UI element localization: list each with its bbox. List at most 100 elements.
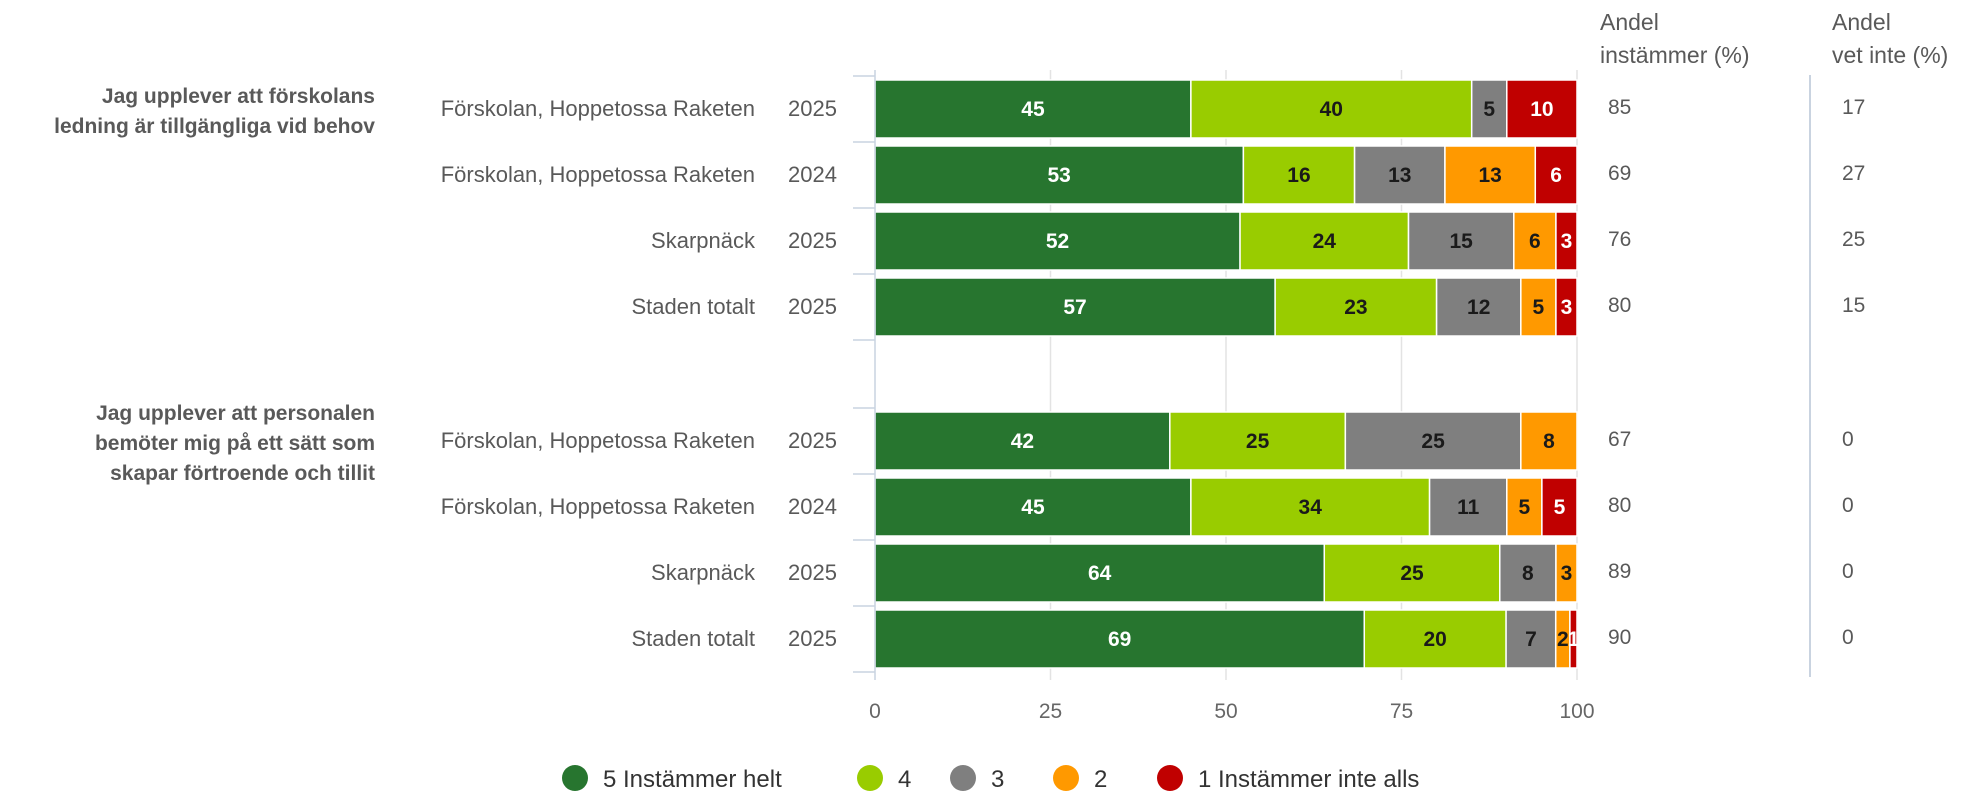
legend-item[interactable]: 5 Instämmer helt: [562, 765, 782, 793]
data-label: 3: [1561, 230, 1573, 253]
bar-segment[interactable]: [1353, 145, 1446, 205]
bar-segment[interactable]: [1470, 79, 1508, 139]
legend-item[interactable]: 4: [857, 765, 911, 793]
category-label: Förskolan, Hoppetossa Raketen: [441, 162, 755, 187]
data-label: 13: [1388, 164, 1411, 187]
data-label: 3: [1561, 296, 1573, 319]
bar-segment[interactable]: [1363, 609, 1507, 669]
bar-segment[interactable]: [874, 79, 1192, 139]
data-label: 23: [1344, 296, 1367, 319]
bar-segment[interactable]: [1506, 477, 1543, 537]
year-label: 2025: [788, 428, 837, 453]
legend-label[interactable]: 3: [991, 766, 1004, 793]
data-label: 13: [1478, 164, 1501, 187]
agree-value: 69: [1608, 162, 1631, 185]
bar-segment[interactable]: [1520, 277, 1557, 337]
agree-value: 76: [1608, 228, 1631, 251]
bar-segment[interactable]: [1344, 411, 1522, 471]
agree-value: 80: [1608, 294, 1631, 317]
data-label: 6: [1529, 230, 1541, 253]
legend-marker[interactable]: [562, 765, 588, 791]
dontknow-value: 15: [1842, 294, 1865, 317]
data-label: 45: [1021, 98, 1045, 121]
year-label: 2025: [788, 626, 837, 651]
x-tick-label: 50: [1214, 700, 1237, 723]
bar-segment[interactable]: [874, 145, 1245, 205]
data-label: 8: [1543, 430, 1555, 453]
agree-value: 80: [1608, 494, 1631, 517]
legend-item[interactable]: 3: [950, 765, 1004, 793]
question-label: Jag upplever att förskolans: [102, 85, 375, 108]
bar-segment[interactable]: [1513, 211, 1557, 271]
data-label: 40: [1320, 98, 1343, 121]
legend-label[interactable]: 1 Instämmer inte alls: [1198, 766, 1419, 793]
legend-item[interactable]: 1 Instämmer inte alls: [1157, 765, 1419, 793]
data-label: 8: [1522, 562, 1534, 585]
data-label: 16: [1287, 164, 1310, 187]
data-label: 10: [1530, 98, 1553, 121]
year-label: 2025: [788, 560, 837, 585]
data-label: 52: [1046, 230, 1069, 253]
data-label: 0: [1577, 430, 1589, 453]
bar-segment[interactable]: [874, 543, 1326, 603]
year-label: 2025: [788, 96, 837, 121]
bar-segment[interactable]: [1505, 609, 1557, 669]
data-label: 20: [1424, 628, 1447, 651]
data-label: 57: [1063, 296, 1086, 319]
bar-segment[interactable]: [1444, 145, 1537, 205]
data-label: 3: [1561, 562, 1573, 585]
bar-segment[interactable]: [1555, 543, 1578, 603]
legend-item[interactable]: 2: [1053, 765, 1107, 793]
bar-segment[interactable]: [1499, 543, 1557, 603]
data-label: 6: [1550, 164, 1562, 187]
bar-segment[interactable]: [1407, 211, 1515, 271]
legend-label[interactable]: 4: [898, 766, 911, 793]
data-label: 7: [1525, 628, 1537, 651]
category-label: Skarpnäck: [651, 228, 756, 253]
bar-segment[interactable]: [874, 277, 1276, 337]
bar-segment[interactable]: [1541, 477, 1578, 537]
category-label: Skarpnäck: [651, 560, 756, 585]
bar-segment[interactable]: [1506, 79, 1578, 139]
bar-segment[interactable]: [1190, 477, 1431, 537]
bar-segment[interactable]: [1239, 211, 1410, 271]
legend-marker[interactable]: [857, 765, 883, 791]
bar-segment[interactable]: [1190, 79, 1473, 139]
legend-marker[interactable]: [950, 765, 976, 791]
category-label: Förskolan, Hoppetossa Raketen: [441, 494, 755, 519]
row-labels: Jag upplever att förskolans ledning är ti…: [54, 85, 837, 651]
category-label: Staden totalt: [631, 626, 755, 651]
bar-segment[interactable]: [1555, 277, 1578, 337]
data-label: 5: [1519, 496, 1531, 519]
x-tick-label: 100: [1559, 700, 1594, 723]
dontknow-value: 27: [1842, 162, 1865, 185]
agree-column-header: Andel: [1600, 9, 1659, 35]
bar-segment[interactable]: [1520, 411, 1578, 471]
legend-marker[interactable]: [1157, 765, 1183, 791]
year-label: 2025: [788, 228, 837, 253]
bar-segment[interactable]: [1534, 145, 1578, 205]
bar-segment[interactable]: [1274, 277, 1438, 337]
category-label: Staden totalt: [631, 294, 755, 319]
bar-segment[interactable]: [1242, 145, 1356, 205]
agree-value: 89: [1608, 560, 1631, 583]
legend-label[interactable]: 2: [1094, 766, 1107, 793]
question-label: skapar förtroende och tillit: [110, 462, 375, 485]
bar-segment[interactable]: [1569, 609, 1578, 669]
agree-value: 90: [1608, 626, 1631, 649]
agree-value: 85: [1608, 96, 1631, 119]
legend[interactable]: 5 Instämmer helt 4 3 2 1 Instämmer inte alls: [562, 765, 1419, 793]
dontknow-value: 0: [1842, 428, 1854, 451]
year-label: 2024: [788, 162, 837, 187]
agree-column-header: instämmer (%): [1600, 42, 1750, 68]
x-tick-label: 75: [1390, 700, 1413, 723]
legend-marker[interactable]: [1053, 765, 1079, 791]
bar-segment[interactable]: [1555, 211, 1578, 271]
data-label: 25: [1421, 430, 1445, 453]
category-label: Förskolan, Hoppetossa Raketen: [441, 96, 755, 121]
bar-segment[interactable]: [1323, 543, 1501, 603]
dontknow-value: 0: [1842, 494, 1854, 517]
data-label: 5: [1533, 296, 1545, 319]
bar-segment[interactable]: [1435, 277, 1522, 337]
legend-label[interactable]: 5 Instämmer helt: [603, 766, 782, 793]
